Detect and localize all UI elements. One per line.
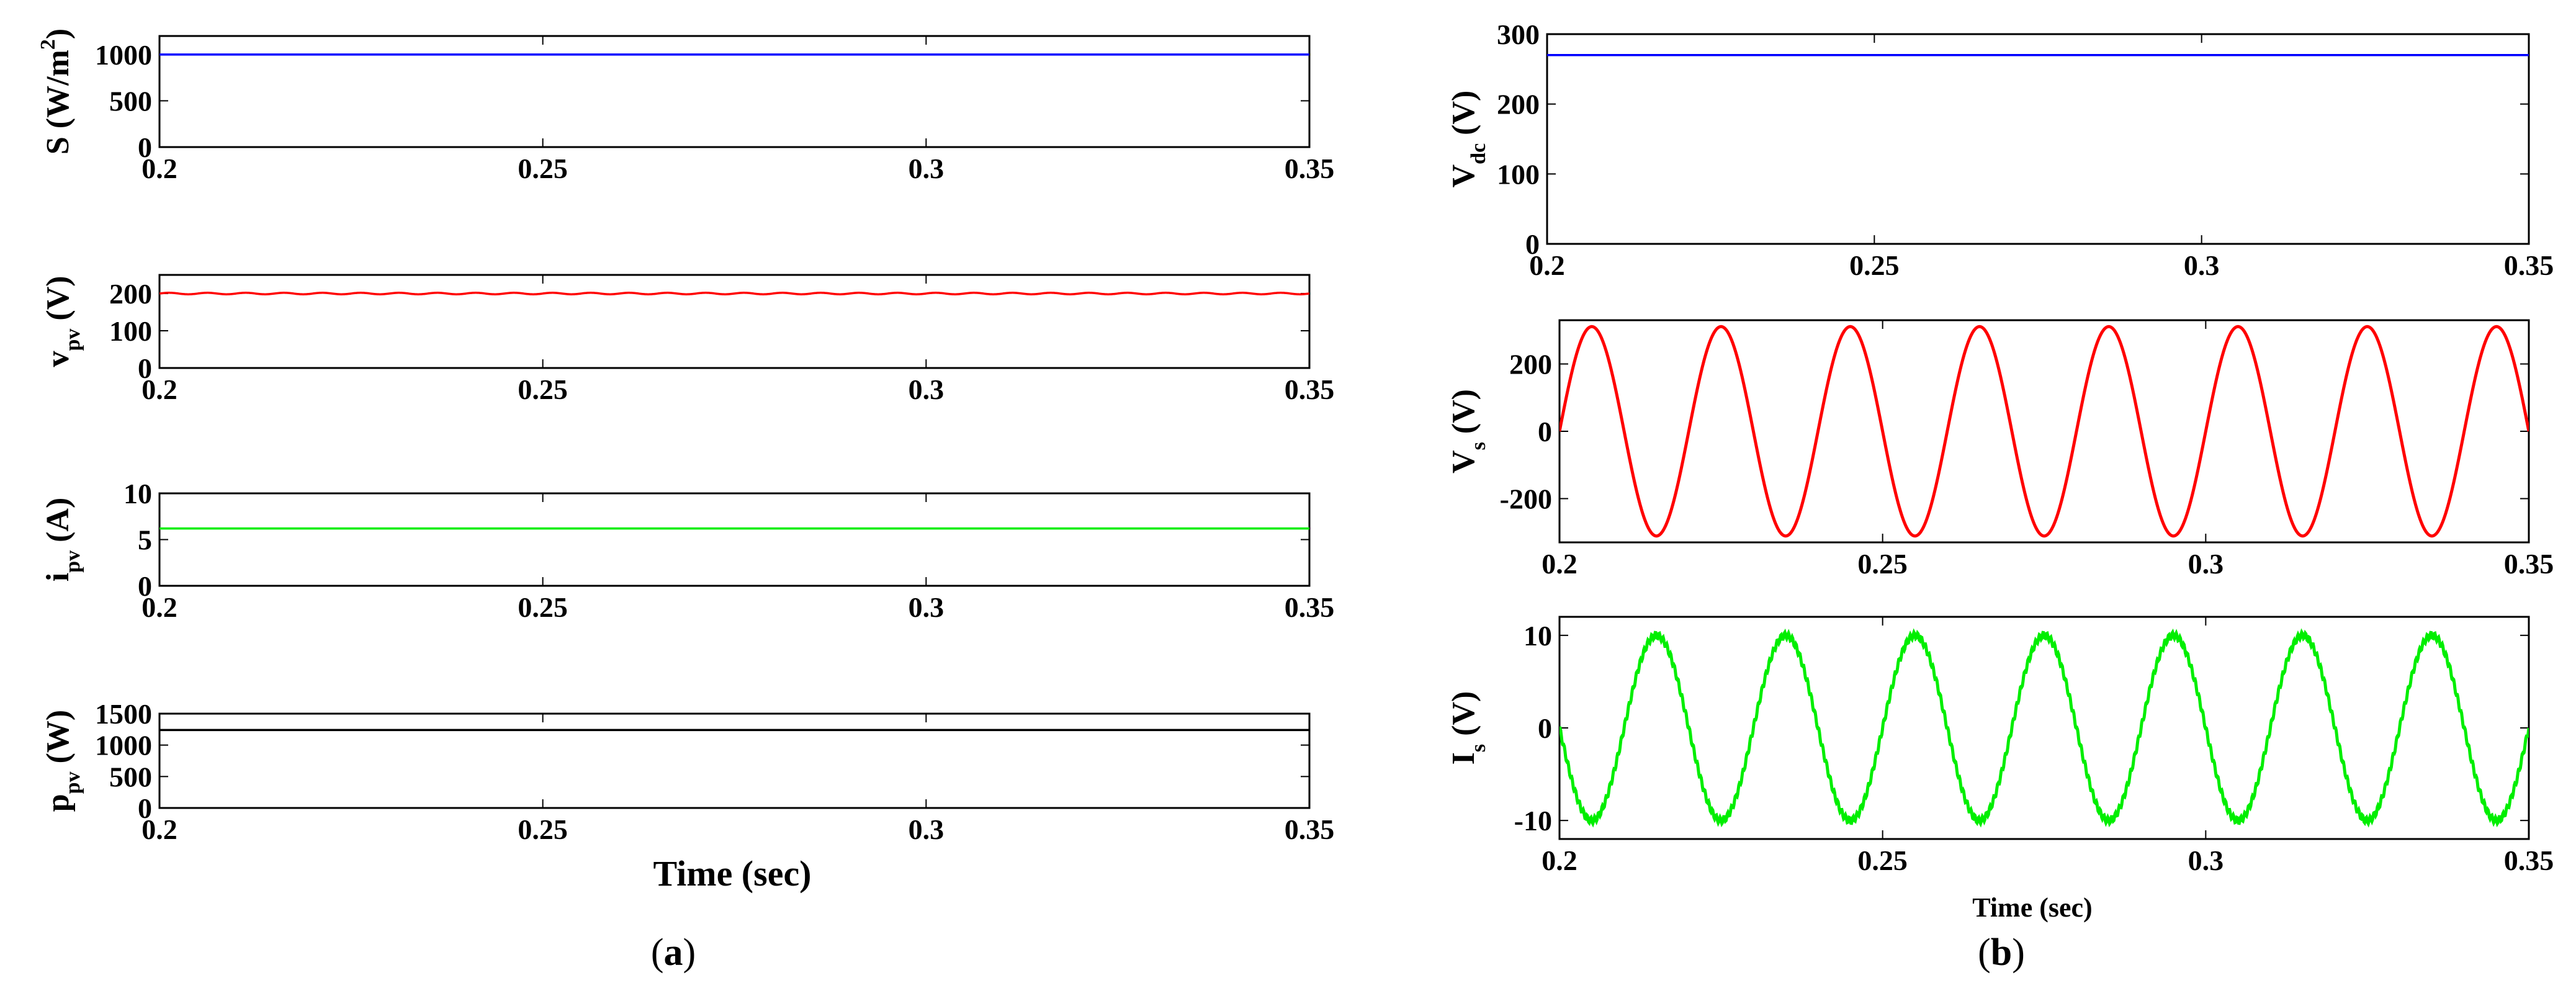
x-tick-label: 0.2 [1542, 845, 1577, 876]
y-axis-label: Vdc (V) [1446, 91, 1490, 188]
y-tick-label: 0 [138, 570, 152, 602]
x-tick-label: 0.2 [141, 814, 177, 845]
x-tick-label: 0.3 [2184, 249, 2220, 281]
x-axis-label: Time (sec) [1972, 892, 2092, 923]
y-tick-label: 10 [1524, 620, 1552, 652]
y-axis-label: S (W/m2) [37, 29, 76, 155]
panel-a-caption: (a) [651, 931, 696, 974]
y-axis-label: ipv (A) [40, 498, 84, 582]
x-tick-label: 0.2 [141, 153, 177, 184]
y-tick-label: 200 [1509, 349, 1552, 380]
x-tick-label: 0.35 [2504, 249, 2554, 281]
x-tick-label: 0.2 [141, 374, 177, 405]
x-tick-label: 0.25 [518, 591, 568, 623]
x-tick-label: 0.35 [1285, 591, 1335, 623]
subplot-3: 0.2 0.25 0.3 0.35 0 5 10 ipv (A) [40, 478, 1334, 623]
x-tick-label: 0.25 [1857, 845, 1908, 876]
y-tick-label: 0 [138, 352, 152, 384]
y-tick-label: 10 [123, 478, 152, 509]
x-tick-label: 0.35 [1285, 374, 1335, 405]
x-tick-label: 0.3 [2188, 548, 2224, 580]
subplot-7: 0.2 0.25 0.3 0.35 -10 0 10 Is (V) Time (sec) [1446, 616, 2554, 923]
y-tick-label: 0 [1538, 712, 1552, 744]
y-tick-label: 0 [138, 132, 152, 163]
y-tick-label: 0 [1538, 416, 1552, 447]
y-tick-label: 1000 [95, 730, 152, 761]
y-tick-label: 300 [1497, 19, 1540, 50]
x-tick-label: 0.35 [2504, 845, 2554, 876]
y-tick-label: 200 [109, 278, 152, 310]
series-line [159, 292, 1309, 295]
x-tick-label: 0.3 [909, 153, 945, 184]
subplot-1: 0.2 0.25 0.3 0.35 0 500 1000 S (W/m2) [37, 29, 1334, 184]
x-tick-label: 0.35 [2504, 548, 2554, 580]
y-tick-label: -10 [1514, 805, 1552, 837]
x-tick-label: 0.2 [141, 591, 177, 623]
y-tick-label: 0 [1525, 228, 1540, 260]
y-tick-label: 500 [109, 85, 152, 117]
x-tick-label: 0.3 [909, 814, 945, 845]
y-tick-label: 100 [109, 315, 152, 347]
y-tick-label: 100 [1497, 158, 1540, 190]
y-axis-label: ppv (W) [40, 710, 84, 812]
x-tick-label: 0.2 [1542, 548, 1577, 580]
plot-area [158, 712, 1311, 809]
x-tick-label: 0.25 [1857, 548, 1908, 580]
y-axis-label: vpv (V) [40, 276, 84, 367]
x-tick-label: 0.35 [1285, 814, 1335, 845]
subplot-6: 0.2 0.25 0.3 0.35 -200 0 200 Vs (V) [1446, 319, 2554, 580]
x-tick-label: 0.25 [518, 374, 568, 405]
plot-area [158, 35, 1311, 148]
x-tick-label: 0.2 [1529, 249, 1565, 281]
subplot-5: 0.2 0.25 0.3 0.35 0 100 200 300 Vdc (V) [1446, 19, 2554, 281]
x-axis-label: Time (sec) [653, 853, 812, 894]
series-line [1560, 628, 2529, 828]
panel-b-caption: (b) [1978, 931, 2025, 974]
plot-area [158, 492, 1311, 587]
y-tick-label: 200 [1497, 89, 1540, 120]
x-tick-label: 0.25 [1849, 249, 1900, 281]
x-tick-label: 0.3 [2188, 845, 2224, 876]
x-tick-label: 0.3 [909, 591, 945, 623]
series-line [1560, 325, 2529, 538]
y-tick-label: 1500 [95, 698, 152, 730]
x-tick-label: 0.35 [1285, 153, 1335, 184]
y-tick-label: 5 [138, 524, 152, 556]
panel-a-letter: a [664, 931, 683, 974]
x-tick-label: 0.3 [909, 374, 945, 405]
y-tick-label: 0 [138, 792, 152, 824]
panel-b-letter: b [1991, 931, 2012, 974]
plot-area [1558, 319, 2530, 544]
x-tick-label: 0.25 [518, 153, 568, 184]
plot-area [1546, 33, 2530, 245]
y-axis-label: Is (V) [1446, 691, 1490, 765]
y-tick-label: 500 [109, 761, 152, 792]
plot-area [158, 274, 1311, 369]
y-axis-label: Vs (V) [1446, 389, 1490, 473]
x-tick-label: 0.25 [518, 814, 568, 845]
subplot-2: 0.2 0.25 0.3 0.35 0 100 200 vpv (V) [40, 274, 1335, 405]
y-tick-label: -200 [1500, 483, 1552, 514]
plot-area [1558, 616, 2530, 840]
y-tick-label: 1000 [95, 39, 152, 71]
